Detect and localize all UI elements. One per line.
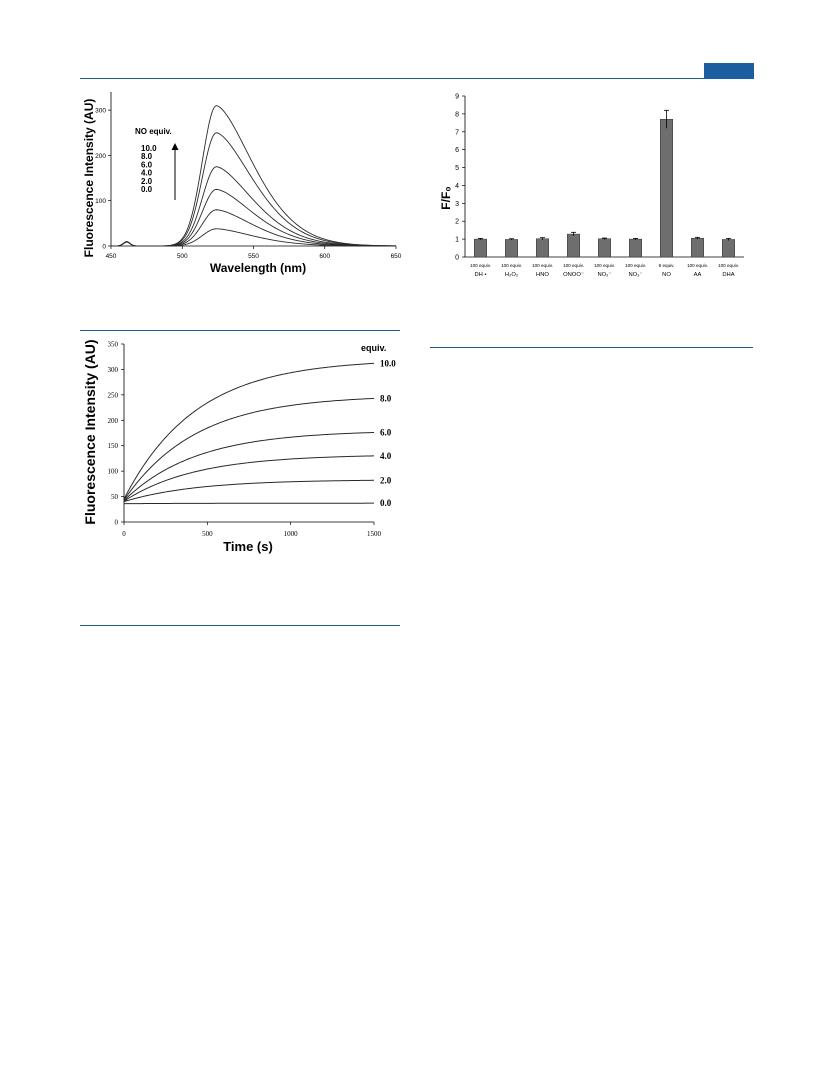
x-tick-label: NO₃⁻ [628, 272, 642, 278]
x-tick-label: 600 [319, 253, 330, 260]
y-axis-label: Fluorescence Intensity (AU) [82, 99, 96, 258]
legend-entry: 8.0 [141, 152, 153, 161]
y-axis-label: F/F₀ [439, 186, 453, 209]
y-axis-label: Fluorescence Intensity (AU) [82, 339, 98, 524]
kinetic-line [123, 397, 375, 501]
legend-entry: 10.0 [141, 144, 157, 153]
x-axis-label: Time (s) [223, 539, 273, 554]
y-tick-label: 4 [455, 183, 459, 190]
spectrum-line [111, 228, 396, 247]
x-tick-label: HNO [536, 272, 549, 278]
legend-title: NO equiv. [135, 127, 172, 136]
y-tick-label: 7 [455, 129, 459, 136]
y-tick-label: 6 [455, 147, 459, 154]
y-tick-label: 350 [108, 341, 119, 349]
bar [474, 238, 487, 258]
series-label: 8.0 [380, 393, 392, 403]
bar [536, 238, 549, 258]
bar [660, 119, 673, 258]
series-label: 10.0 [380, 358, 396, 368]
x-tick-label: ONOO⁻ [563, 272, 584, 278]
kinetic-line [123, 362, 375, 500]
x-tick-label: 550 [248, 253, 259, 260]
header-rule [80, 78, 754, 79]
x-tick-label: NO [662, 272, 671, 278]
kinetic-line [123, 479, 375, 503]
series-label: 2.0 [380, 475, 392, 485]
y-tick-label: 250 [108, 391, 119, 399]
y-tick-label: 3 [455, 201, 459, 208]
series-label: 0.0 [380, 498, 392, 508]
bar [505, 239, 518, 258]
x-tick-label: 500 [177, 253, 188, 260]
section-rule [80, 330, 400, 331]
x-tick-label: 450 [106, 253, 117, 260]
emission-spectra-chart: Fluorescence Intensity (AU) Wavelength (… [82, 92, 402, 275]
y-tick-label: 8 [455, 111, 459, 118]
y-tick-label: 0 [115, 519, 119, 527]
header-tab [704, 63, 754, 79]
x-tick-label: 500 [202, 530, 213, 538]
y-tick-label: 200 [108, 417, 119, 425]
kinetic-line [123, 431, 375, 501]
x-tick-label: H₂O₂ [505, 272, 518, 278]
x-tick-label-top: 100 equiv. [687, 263, 708, 268]
y-tick-label: 5 [455, 165, 459, 172]
bar [629, 238, 642, 258]
spectrum-line [111, 188, 397, 247]
x-tick-label-top: 8 equiv. [659, 263, 675, 268]
y-tick-label: 50 [111, 493, 119, 501]
x-tick-label-top: 100 equiv. [625, 263, 646, 268]
x-tick-label: DH • [474, 272, 486, 278]
y-tick-label: 0 [455, 255, 459, 262]
y-tick-label: 100 [95, 198, 106, 205]
bar [722, 239, 735, 258]
legend-entry: 0.0 [141, 185, 153, 194]
x-tick-label: 1500 [367, 530, 382, 538]
y-tick-label: 300 [108, 366, 119, 374]
legend-title: equiv. [361, 343, 386, 353]
time-course-chart: Fluorescence Intensity (AU) Time (s) equ… [82, 339, 396, 554]
legend-entry: 6.0 [141, 160, 153, 169]
x-tick-label-top: 100 equiv. [470, 263, 491, 268]
bar [691, 237, 704, 258]
y-tick-label: 9 [455, 94, 459, 101]
spectrum-line [111, 166, 397, 247]
x-tick-label-top: 100 equiv. [594, 263, 615, 268]
x-tick-label: AA [694, 272, 702, 278]
x-tick-label: DHA [722, 272, 734, 278]
x-tick-label: 650 [391, 253, 402, 260]
y-tick-label: 150 [108, 442, 119, 450]
x-tick-label: 0 [122, 530, 126, 538]
x-axis-label: Wavelength (nm) [210, 261, 306, 275]
bar [567, 233, 580, 258]
selectivity-bar-chart: F/F₀ 0 1 2 3 4 5 6 7 8 9 100 equiv. DH • 100 equiv. H… [439, 94, 744, 278]
y-tick-label: 200 [95, 153, 106, 160]
legend-entry: 4.0 [141, 169, 153, 178]
legend-arrowhead [171, 143, 179, 150]
series-label: 4.0 [380, 451, 392, 461]
y-tick-label: 0 [102, 244, 106, 251]
x-tick-label-top: 100 equiv. [563, 263, 584, 268]
section-rule [430, 347, 753, 348]
legend-entry: 2.0 [141, 177, 153, 186]
y-tick-label: 100 [108, 468, 119, 476]
series-label: 6.0 [380, 427, 392, 437]
kinetic-line [123, 502, 374, 505]
x-tick-label: 1000 [284, 530, 299, 538]
y-tick-label: 300 [95, 108, 106, 115]
spectrum-line [111, 209, 396, 247]
y-tick-label: 2 [455, 219, 459, 226]
x-tick-label-top: 100 equiv. [718, 263, 739, 268]
section-rule [80, 625, 400, 626]
x-tick-label-top: 100 equiv. [532, 263, 553, 268]
bar [598, 238, 611, 258]
x-tick-label-top: 100 equiv. [501, 263, 522, 268]
kinetic-line [123, 455, 375, 502]
x-tick-label: NO₂⁻ [597, 272, 611, 278]
y-tick-label: 1 [455, 237, 459, 244]
